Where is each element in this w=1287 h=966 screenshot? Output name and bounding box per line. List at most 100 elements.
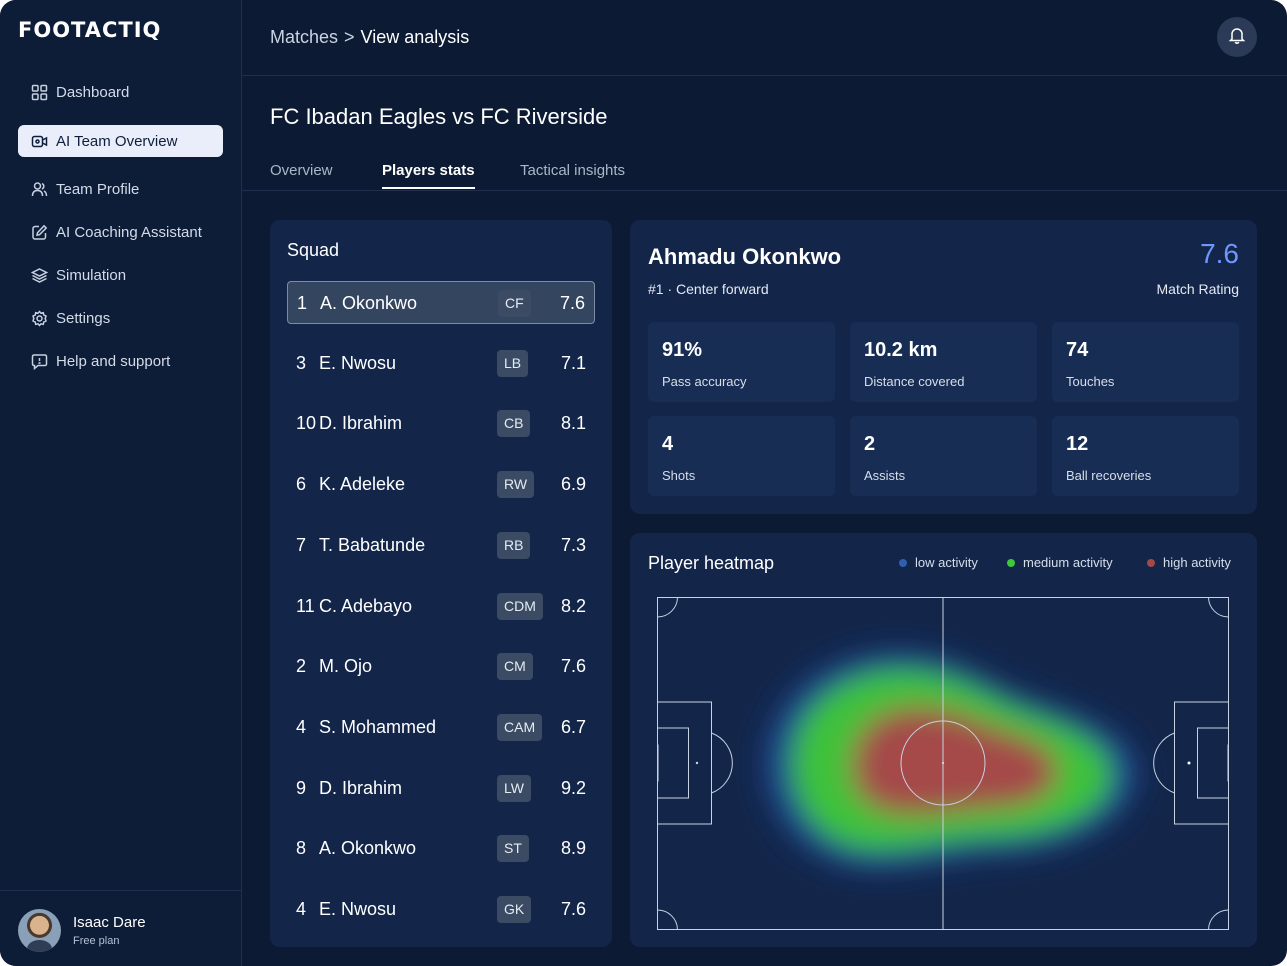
stat-shots: 4 Shots bbox=[648, 416, 835, 496]
player-number: 7 bbox=[296, 534, 307, 555]
player-name: S. Mohammed bbox=[319, 716, 437, 737]
player-rating: 7.6 bbox=[560, 656, 586, 677]
stat-pass-accuracy: 91% Pass accuracy bbox=[648, 322, 835, 402]
player-name: A. Okonkwo bbox=[319, 838, 417, 859]
legend-dot-medium bbox=[1007, 558, 1015, 567]
squad-row[interactable]: 8 A. Okonkwo ST 8.9 bbox=[287, 827, 595, 870]
stat-value: 12 bbox=[1066, 433, 1089, 455]
player-name: D. Ibrahim bbox=[319, 413, 403, 434]
position-badge: CDM bbox=[497, 592, 543, 620]
edit-icon bbox=[31, 224, 48, 241]
stat-ball-recoveries: 12 Ball recoveries bbox=[1052, 416, 1239, 496]
brand-logo: FOOTACTIQ bbox=[18, 18, 162, 42]
player-rating: 6.9 bbox=[560, 474, 586, 495]
sidebar-item-ai-team-overview[interactable]: AI Team Overview bbox=[18, 125, 223, 157]
player-rating: 8.2 bbox=[560, 595, 586, 616]
heat-layer bbox=[764, 652, 1137, 870]
player-rating: 8.9 bbox=[560, 838, 586, 859]
sidebar-item-label: Help and support bbox=[56, 352, 171, 370]
squad-row[interactable]: 7 T. Babatunde RB 7.3 bbox=[287, 524, 595, 567]
stat-label: Ball recoveries bbox=[1066, 468, 1152, 483]
position-badge: ST bbox=[497, 835, 529, 863]
player-position: #1 · Center forward bbox=[648, 281, 769, 297]
stat-value: 91% bbox=[662, 339, 703, 361]
sidebar-item-simulation[interactable]: Simulation bbox=[18, 259, 223, 291]
sidebar-item-settings[interactable]: Settings bbox=[18, 302, 223, 334]
legend-label: low activity bbox=[915, 555, 978, 570]
squad-title: Squad bbox=[287, 240, 340, 260]
stat-value: 4 bbox=[662, 433, 674, 455]
squad-row[interactable]: 4 S. Mohammed CAM 6.7 bbox=[287, 706, 595, 749]
squad-row[interactable]: 1 A. Okonkwo CF 7.6 bbox=[287, 281, 595, 324]
user-plan: Free plan bbox=[73, 935, 120, 947]
player-number: 10 bbox=[296, 413, 317, 434]
stat-label: Touches bbox=[1066, 374, 1115, 389]
position-badge: CB bbox=[497, 410, 531, 438]
stat-assists: 2 Assists bbox=[850, 416, 1037, 496]
squad-row[interactable]: 10 D. Ibrahim CB 8.1 bbox=[287, 402, 595, 445]
stat-label: Pass accuracy bbox=[662, 374, 747, 389]
legend-label: high activity bbox=[1163, 555, 1231, 570]
sidebar-item-team-profile[interactable]: Team Profile bbox=[18, 173, 223, 205]
player-number: 4 bbox=[296, 716, 307, 737]
position-badge: CF bbox=[498, 290, 531, 317]
player-rating: 7.1 bbox=[560, 352, 586, 373]
squad-row[interactable]: 2 M. Ojo CM 7.6 bbox=[287, 645, 595, 688]
player-name: M. Ojo bbox=[319, 656, 373, 677]
sidebar-item-dashboard[interactable]: Dashboard bbox=[18, 76, 223, 108]
stat-label: Distance covered bbox=[864, 374, 965, 389]
position-badge: GK bbox=[497, 896, 532, 923]
match-rating-label: Match Rating bbox=[1156, 281, 1239, 297]
heat-zone-high bbox=[851, 707, 1057, 816]
sidebar-item-label: Settings bbox=[56, 309, 111, 327]
position-badge: CAM bbox=[497, 713, 543, 741]
stat-value: 10.2 km bbox=[864, 339, 938, 361]
player-name: D. Ibrahim bbox=[319, 777, 403, 798]
match-rating-value: 7.6 bbox=[1200, 238, 1239, 269]
player-name: E. Nwosu bbox=[319, 352, 397, 373]
squad-row[interactable]: 11 C. Adebayo CDM 8.2 bbox=[287, 585, 595, 628]
player-rating: 7.6 bbox=[560, 899, 586, 919]
player-name: Ahmadu Okonkwo bbox=[648, 244, 842, 269]
users-icon bbox=[31, 181, 48, 198]
tab-tactical-insights[interactable]: Tactical insights bbox=[520, 162, 626, 179]
breadcrumb: Matches > View analysis bbox=[270, 27, 469, 48]
player-rating: 6.7 bbox=[560, 716, 586, 737]
stat-value: 74 bbox=[1066, 339, 1089, 361]
sidebar-item-help-and-support[interactable]: Help and support bbox=[18, 345, 223, 377]
legend-dot-high bbox=[1147, 558, 1155, 567]
player-rating: 7.6 bbox=[559, 293, 585, 313]
sidebar-item-label: Team Profile bbox=[56, 180, 140, 198]
user-profile[interactable]: Isaac Dare Free plan bbox=[0, 890, 242, 966]
player-number: 9 bbox=[296, 777, 307, 798]
heatmap-title: Player heatmap bbox=[648, 553, 775, 573]
breadcrumb-matches-link[interactable]: Matches bbox=[270, 27, 339, 47]
squad-row[interactable]: 6 K. Adeleke RW 6.9 bbox=[287, 463, 595, 506]
pitch-heatmap bbox=[657, 597, 1229, 930]
sidebar-item-ai-coaching-assistant[interactable]: AI Coaching Assistant bbox=[18, 216, 223, 248]
grid-icon bbox=[31, 84, 48, 101]
legend-label: medium activity bbox=[1023, 555, 1113, 570]
squad-row[interactable]: 9 D. Ibrahim LW 9.2 bbox=[287, 767, 595, 810]
player-name: T. Babatunde bbox=[319, 534, 426, 555]
stat-label: Assists bbox=[864, 468, 906, 483]
sidebar-item-label: Simulation bbox=[56, 266, 127, 284]
player-number: 4 bbox=[296, 899, 307, 919]
player-rating: 9.2 bbox=[560, 777, 586, 798]
squad-row[interactable]: 3 E. Nwosu LB 7.1 bbox=[287, 342, 595, 385]
position-badge: LB bbox=[497, 349, 529, 377]
tab-overview[interactable]: Overview bbox=[270, 162, 333, 179]
sidebar: FOOTACTIQ Dashboard AI Team Overview Tea… bbox=[0, 0, 242, 966]
notifications-button[interactable] bbox=[1217, 17, 1257, 57]
player-name: A. Okonkwo bbox=[320, 293, 418, 313]
help-icon bbox=[31, 353, 48, 370]
avatar bbox=[18, 909, 61, 952]
player-number: 2 bbox=[296, 656, 307, 677]
legend-high-activity: high activity bbox=[1147, 555, 1231, 570]
position-badge: CM bbox=[497, 653, 533, 681]
player-number: 1 bbox=[297, 293, 308, 313]
tab-players-stats[interactable]: Players stats bbox=[382, 162, 475, 189]
squad-row[interactable]: 4 E. Nwosu GK 7.6 bbox=[287, 888, 595, 931]
sidebar-item-label: AI Team Overview bbox=[56, 132, 178, 150]
